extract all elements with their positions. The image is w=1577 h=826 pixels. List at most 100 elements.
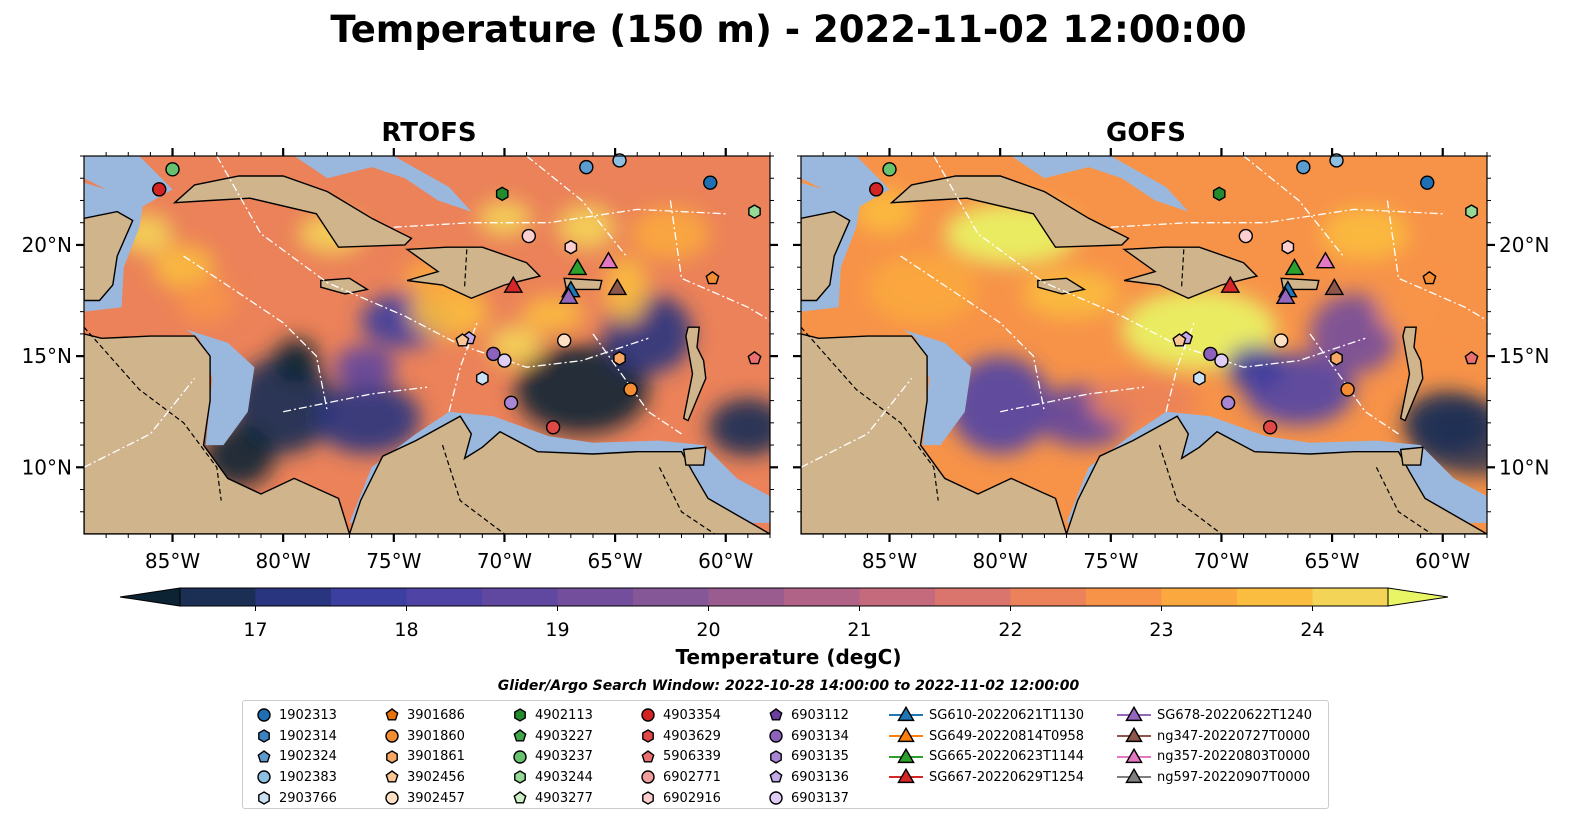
legend-label: 3901686 xyxy=(407,707,465,723)
legend-label: 2903766 xyxy=(279,790,337,806)
circle-observation-marker xyxy=(557,333,572,348)
legend-label: 4903277 xyxy=(535,790,593,806)
land-cuba xyxy=(889,175,1130,248)
legend-label: ng597-20220907T0000 xyxy=(1157,769,1311,785)
lon-tick-label: 60°W xyxy=(1415,549,1470,573)
legend-marker-icon xyxy=(769,770,783,783)
colorbar-bin xyxy=(633,588,709,606)
triangle-observation-marker xyxy=(558,286,579,305)
circle-icon xyxy=(641,770,655,785)
triangle-icon xyxy=(1125,768,1143,784)
legend-item: 3901861 xyxy=(383,746,465,767)
temperature-patch xyxy=(409,284,489,339)
lon-tick-label: 75°W xyxy=(366,549,421,573)
hexagon-icon xyxy=(642,791,654,805)
eez-boundary xyxy=(526,156,627,257)
shelf-nicaragua-rise xyxy=(902,329,972,446)
legend-column: 4903354 4903629 5906339 6902771 6902916 xyxy=(639,705,721,808)
lat-tick-label: 20°N xyxy=(22,233,72,257)
shelf-bahamas-bank xyxy=(294,156,472,212)
lon-tick-label: 65°W xyxy=(587,549,642,573)
colorbar-bin xyxy=(255,588,332,606)
legend-item: 6903136 xyxy=(767,767,849,788)
eez-boundary xyxy=(393,208,726,228)
circle-observation-marker xyxy=(882,162,897,177)
colorbar-tick-label: 23 xyxy=(1149,619,1173,641)
map-panel-rtofs: 85°W 80°W 75°W 70°W 65°W 60°W 20°N 15°N 10°N xyxy=(22,148,778,573)
legend-item: 4903629 xyxy=(639,726,721,747)
eez-boundary xyxy=(1110,208,1443,228)
circle-icon xyxy=(385,729,399,743)
legend-item: 6903112 xyxy=(767,705,849,726)
circle-observation-marker xyxy=(612,153,627,168)
circle-icon xyxy=(769,729,783,743)
pentagon-observation-marker xyxy=(455,333,470,347)
circle-observation-marker xyxy=(1329,153,1344,168)
colorbar-frame xyxy=(179,587,1389,607)
legend-item: ng357-20220803T0000 xyxy=(1117,746,1312,767)
land-trinidad xyxy=(1399,446,1424,466)
circle-icon xyxy=(257,770,271,785)
eez-boundary xyxy=(669,200,770,322)
triangle-icon xyxy=(1125,747,1143,763)
land-jamaica xyxy=(320,277,370,295)
legend-marker-icon xyxy=(514,770,526,785)
legend-marker-icon xyxy=(641,749,655,763)
legend-column: SG678-20220622T1240 ng347-20220727T0000 ng… xyxy=(1117,705,1312,788)
shelf-yucatan-strait xyxy=(801,156,890,208)
temperature-patch xyxy=(557,204,616,250)
shelf-nicaragua-rise xyxy=(185,329,255,446)
colorbar-bin xyxy=(1312,588,1389,606)
temperature-patch xyxy=(1225,345,1284,390)
land-lesser-antilles xyxy=(682,326,707,422)
country-border xyxy=(464,249,468,288)
hexagon-icon xyxy=(514,708,526,723)
legend-item: SG649-20220814T0958 xyxy=(889,726,1084,747)
legend-label: 4903244 xyxy=(535,769,593,785)
legend-marker-icon xyxy=(258,729,270,743)
hexagon-observation-marker xyxy=(1465,204,1478,219)
colorbar-bin xyxy=(482,588,558,606)
panel-title-gofs: GOFS xyxy=(1106,118,1186,148)
legend-marker-icon xyxy=(1117,727,1151,743)
circle-observation-marker xyxy=(869,182,884,197)
legend-label: 6903134 xyxy=(791,728,849,744)
circle-observation-marker xyxy=(1420,175,1435,190)
lat-tick-label: 10°N xyxy=(1499,455,1549,479)
eez-boundary xyxy=(1243,156,1344,257)
land-hispaniola xyxy=(405,246,542,300)
temperature-patch xyxy=(522,296,585,332)
lon-tick-label: 85°W xyxy=(862,549,917,573)
legend-item: 6902916 xyxy=(639,788,721,808)
hexagon-icon xyxy=(386,749,398,764)
legend-item: 1902324 xyxy=(255,746,337,767)
circle-observation-marker xyxy=(497,353,512,368)
legend-marker-icon xyxy=(257,770,271,785)
temperature-patch xyxy=(604,256,649,323)
colorbar-bin xyxy=(784,588,860,606)
pentagon-observation-marker xyxy=(705,270,720,285)
temperature-patch xyxy=(334,345,397,390)
country-border xyxy=(1158,444,1222,534)
hexagon-observation-marker xyxy=(495,186,509,202)
legend-marker-icon xyxy=(385,791,399,805)
triangle-observation-marker xyxy=(1284,257,1305,276)
hexagon-icon xyxy=(258,791,270,805)
legend-marker-icon xyxy=(769,729,783,743)
legend-label: 5906339 xyxy=(663,749,721,765)
map-frame xyxy=(800,155,1488,535)
legend-marker-icon xyxy=(1117,706,1151,722)
colorbar-bin xyxy=(708,588,785,606)
legend-label: ng347-20220727T0000 xyxy=(1157,728,1311,744)
legend-marker-icon xyxy=(385,708,399,721)
legend-label: SG667-20220629T1254 xyxy=(929,769,1085,785)
triangle-observation-marker xyxy=(503,275,524,293)
legend-item: 6903135 xyxy=(767,746,849,767)
legend-marker-icon xyxy=(889,706,923,722)
circle-observation-marker xyxy=(1262,420,1278,435)
pentagon-icon xyxy=(513,791,527,804)
circle-observation-marker xyxy=(703,175,718,190)
legend-item: 1902383 xyxy=(255,767,337,788)
eez-boundary xyxy=(933,156,1366,368)
legend: 1902313 1902314 1902324 1902383 2903766 39016… xyxy=(242,700,1329,809)
